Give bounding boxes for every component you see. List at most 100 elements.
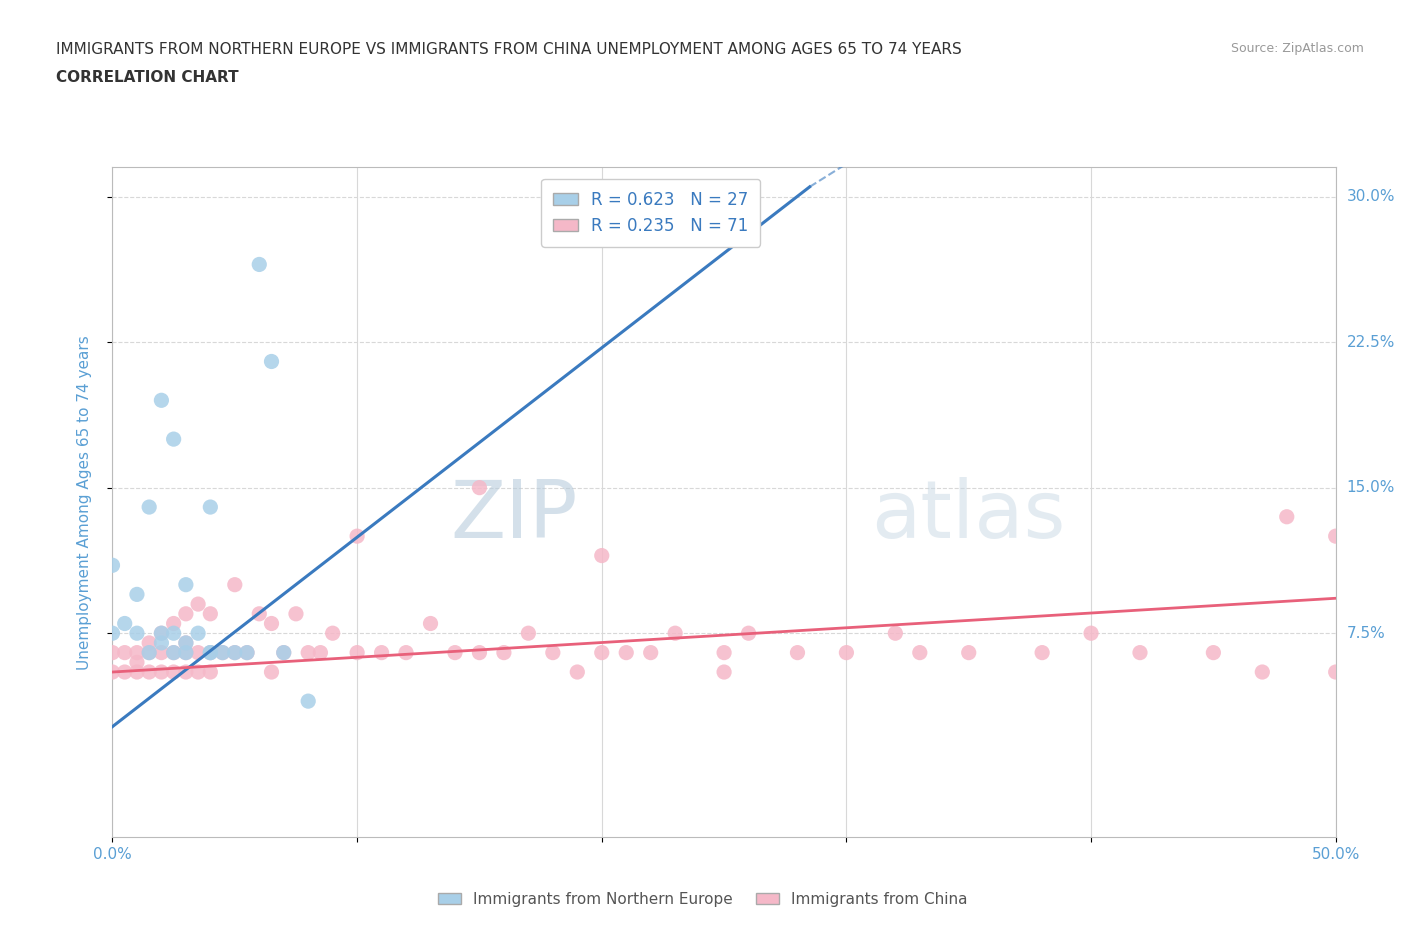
Text: IMMIGRANTS FROM NORTHERN EUROPE VS IMMIGRANTS FROM CHINA UNEMPLOYMENT AMONG AGES: IMMIGRANTS FROM NORTHERN EUROPE VS IMMIG… [56, 42, 962, 57]
Point [247, 606, 270, 621]
Point [957, 645, 980, 660]
Point [101, 665, 124, 680]
Point [114, 616, 136, 631]
Point [591, 548, 613, 563]
Point [114, 645, 136, 660]
Point [322, 626, 344, 641]
Point [200, 606, 222, 621]
Point [492, 645, 515, 660]
Point [236, 645, 259, 660]
Point [174, 635, 197, 650]
Point [163, 645, 186, 660]
Point [138, 499, 160, 514]
Point [908, 645, 931, 660]
Text: 30.0%: 30.0% [1347, 189, 1395, 204]
Point [138, 665, 160, 680]
Point [125, 626, 148, 641]
Point [346, 645, 368, 660]
Point [247, 257, 270, 272]
Point [1202, 645, 1225, 660]
Point [835, 645, 858, 660]
Text: 15.0%: 15.0% [1347, 480, 1395, 495]
Legend: Immigrants from Northern Europe, Immigrants from China: Immigrants from Northern Europe, Immigra… [432, 886, 974, 913]
Point [517, 626, 540, 641]
Point [150, 635, 173, 650]
Point [101, 645, 124, 660]
Point [786, 645, 808, 660]
Point [101, 558, 124, 573]
Point [174, 606, 197, 621]
Text: ZIP: ZIP [450, 476, 578, 554]
Point [150, 392, 173, 407]
Point [541, 645, 564, 660]
Point [163, 616, 186, 631]
Point [1251, 665, 1274, 680]
Point [150, 626, 173, 641]
Point [273, 645, 295, 660]
Text: atlas: atlas [870, 476, 1066, 554]
Point [309, 645, 332, 660]
Point [297, 645, 319, 660]
Y-axis label: Unemployment Among Ages 65 to 74 years: Unemployment Among Ages 65 to 74 years [77, 335, 91, 670]
Point [260, 616, 283, 631]
Point [174, 645, 197, 660]
Point [138, 645, 160, 660]
Point [150, 626, 173, 641]
Point [640, 645, 662, 660]
Point [1080, 626, 1102, 641]
Point [1275, 510, 1298, 525]
Point [370, 645, 392, 660]
Point [125, 587, 148, 602]
Point [211, 645, 233, 660]
Point [150, 645, 173, 660]
Point [174, 578, 197, 592]
Point [224, 578, 246, 592]
Legend: R = 0.623   N = 27, R = 0.235   N = 71: R = 0.623 N = 27, R = 0.235 N = 71 [541, 179, 761, 246]
Point [737, 626, 759, 641]
Point [200, 645, 222, 660]
Point [236, 645, 259, 660]
Point [224, 645, 246, 660]
Point [567, 665, 589, 680]
Point [1324, 665, 1347, 680]
Point [187, 626, 209, 641]
Point [884, 626, 907, 641]
Point [187, 665, 209, 680]
Point [713, 645, 735, 660]
Point [150, 665, 173, 680]
Point [591, 645, 613, 660]
Point [125, 665, 148, 680]
Point [174, 635, 197, 650]
Point [200, 645, 222, 660]
Text: Source: ZipAtlas.com: Source: ZipAtlas.com [1230, 42, 1364, 55]
Point [200, 499, 222, 514]
Point [260, 665, 283, 680]
Point [163, 665, 186, 680]
Point [187, 597, 209, 612]
Point [200, 665, 222, 680]
Point [260, 354, 283, 369]
Point [1324, 529, 1347, 544]
Point [297, 694, 319, 709]
Point [468, 480, 491, 495]
Point [101, 626, 124, 641]
Text: CORRELATION CHART: CORRELATION CHART [56, 70, 239, 85]
Point [284, 606, 308, 621]
Point [163, 432, 186, 446]
Point [187, 645, 209, 660]
Point [395, 645, 418, 660]
Point [273, 645, 295, 660]
Point [1031, 645, 1053, 660]
Point [200, 645, 222, 660]
Point [114, 665, 136, 680]
Point [163, 645, 186, 660]
Point [138, 645, 160, 660]
Point [713, 665, 735, 680]
Point [468, 645, 491, 660]
Point [163, 626, 186, 641]
Point [211, 645, 233, 660]
Text: 7.5%: 7.5% [1347, 626, 1385, 641]
Point [419, 616, 441, 631]
Point [125, 655, 148, 670]
Point [174, 665, 197, 680]
